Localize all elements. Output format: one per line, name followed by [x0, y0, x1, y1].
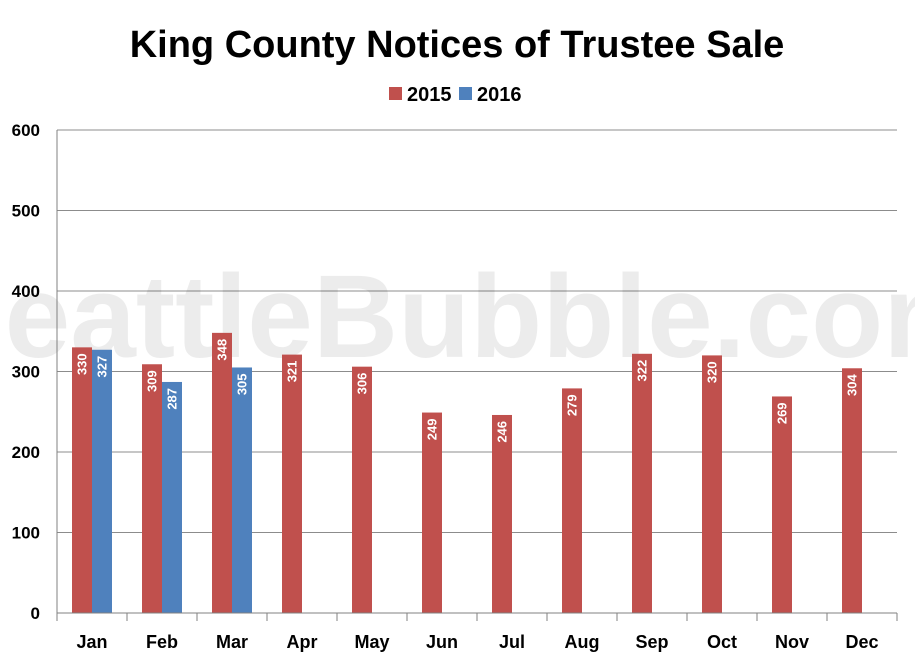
data-label: 306 — [355, 373, 370, 395]
data-label: 249 — [425, 419, 440, 441]
bar-2016-feb — [162, 381, 182, 613]
data-label: 246 — [495, 421, 510, 443]
gridlines: 0 100 200 300 400 500 600 — [12, 121, 897, 623]
bar-2016-jan — [92, 349, 112, 613]
data-label: 309 — [145, 370, 160, 392]
y-tick-label: 400 — [12, 282, 40, 301]
x-tick-label: Jan — [76, 632, 107, 652]
data-label: 269 — [775, 402, 790, 424]
bar-2015-may — [352, 366, 372, 613]
bar-2015-jun — [422, 412, 442, 613]
y-tick-label: 100 — [12, 524, 40, 543]
x-tick-label: Aug — [565, 632, 600, 652]
bar-2015-mar — [212, 332, 232, 613]
data-label: 304 — [845, 374, 860, 396]
x-tick-label: Jul — [499, 632, 525, 652]
x-tick-label: Nov — [775, 632, 809, 652]
chart-title: King County Notices of Trustee Sale — [130, 24, 785, 66]
data-label: 320 — [705, 361, 720, 383]
bar-2015-oct — [702, 355, 722, 613]
y-tick-label: 600 — [12, 121, 40, 140]
legend-swatch-2016 — [459, 87, 472, 100]
y-tick-label: 0 — [31, 604, 40, 623]
bar-2015-jan — [72, 347, 92, 613]
x-tick-label: Mar — [216, 632, 248, 652]
bar-2015-apr — [282, 354, 302, 613]
x-tick-label: Feb — [146, 632, 178, 652]
bar-2015-aug — [562, 388, 582, 613]
y-tick-label: 500 — [12, 202, 40, 221]
data-label: 279 — [565, 394, 580, 416]
data-label: 330 — [75, 353, 90, 375]
data-label: 327 — [95, 356, 110, 378]
x-tick-label: Dec — [845, 632, 878, 652]
x-tick-label: Apr — [287, 632, 318, 652]
y-tick-label: 300 — [12, 363, 40, 382]
bar-2015-dec — [842, 368, 862, 613]
x-tick-label: Jun — [426, 632, 458, 652]
bar-2015-nov — [772, 396, 792, 613]
x-tick-label: May — [354, 632, 389, 652]
bar-2015-sep — [632, 353, 652, 613]
bar-2016-mar — [232, 367, 252, 613]
data-label: 305 — [235, 373, 250, 395]
axes: Jan Feb Mar Apr May Jun Jul Aug Sep Oct Nov Dec — [56, 130, 898, 652]
y-tick-label: 200 — [12, 443, 40, 462]
bar-2015-feb — [142, 364, 162, 613]
bars: 330 327 309 287 348 305 321 306 249 246 279 322 320 2… — [72, 332, 862, 613]
watermark: SeattleBubble.com — [0, 251, 915, 383]
legend-label-2016: 2016 — [477, 84, 522, 106]
x-tick-label: Oct — [707, 632, 737, 652]
bar-2015-jul — [492, 414, 512, 613]
data-label: 322 — [635, 360, 650, 382]
data-label: 348 — [215, 339, 230, 361]
legend: 2015 2016 — [389, 84, 522, 106]
x-tick-label: Sep — [635, 632, 668, 652]
data-label: 321 — [285, 361, 300, 383]
data-label: 287 — [165, 388, 180, 410]
legend-label-2015: 2015 — [407, 84, 452, 106]
legend-swatch-2015 — [389, 87, 402, 100]
